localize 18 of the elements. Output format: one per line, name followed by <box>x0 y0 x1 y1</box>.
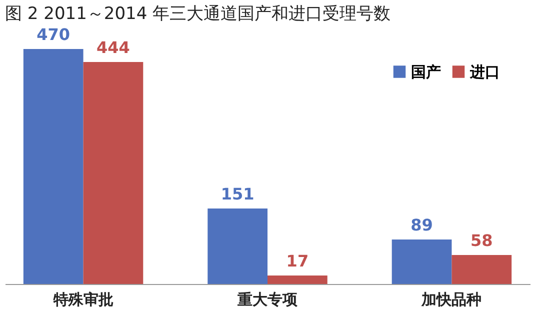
legend-label: 国产 <box>411 62 441 81</box>
data-label: 89 <box>410 216 433 234</box>
bar <box>23 49 84 284</box>
x-tick-label: 特殊审批 <box>52 290 114 308</box>
data-label: 17 <box>286 252 309 270</box>
data-label: 470 <box>36 25 70 44</box>
data-label: 58 <box>470 231 493 250</box>
data-label: 444 <box>96 38 130 57</box>
bar <box>268 276 328 284</box>
bar <box>392 240 452 284</box>
data-label: 151 <box>220 184 254 204</box>
bar <box>83 62 144 284</box>
bar <box>208 208 268 284</box>
legend-label: 进口 <box>469 62 500 81</box>
x-tick-label: 加快品种 <box>420 290 482 308</box>
chart-title: 图 2 2011～2014 年三大通道国产和进口受理号数 <box>5 4 391 24</box>
x-tick-label: 重大专项 <box>236 290 298 308</box>
bar <box>452 255 512 284</box>
